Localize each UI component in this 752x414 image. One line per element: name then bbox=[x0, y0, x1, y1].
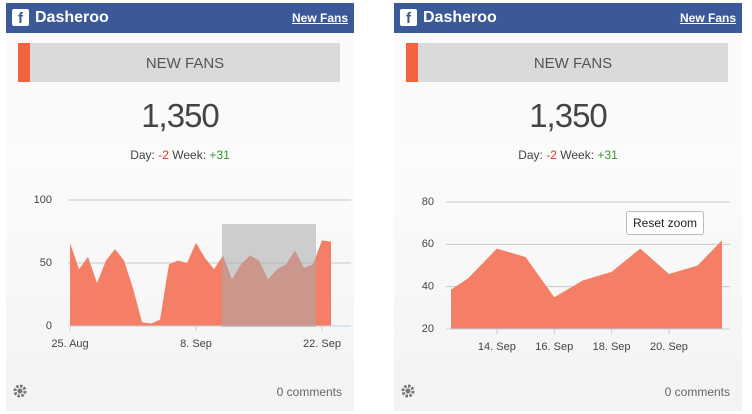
y-tick-label: 20 bbox=[422, 323, 434, 335]
changes: Day: -2 Week: +31 bbox=[394, 148, 742, 162]
link[interactable]: New Fans bbox=[679, 11, 736, 25]
comments[interactable]: 0 comments bbox=[276, 385, 342, 399]
settings[interactable] bbox=[400, 383, 416, 399]
x-tick-label: 16. Sep bbox=[535, 341, 573, 353]
area bbox=[451, 240, 722, 329]
week-label: Week: bbox=[172, 148, 207, 162]
changes: Day: -2 Week: +31 bbox=[6, 148, 354, 162]
y-tick-label: 60 bbox=[422, 238, 434, 250]
x-tick-label: 25. Aug bbox=[51, 338, 88, 350]
brand: Dasheroo bbox=[423, 9, 497, 26]
widget: f Dasheroo New Fans NEW FANS 1,350 Day: -2… bbox=[6, 3, 354, 411]
week-change: +31 bbox=[209, 148, 230, 162]
strip bbox=[18, 43, 30, 82]
title: NEW FANS bbox=[533, 55, 613, 72]
x-tick-label: 8. Sep bbox=[180, 338, 212, 350]
header: f Dasheroo New Fans bbox=[6, 3, 354, 33]
chart: 20 40 60 80 14. Sep 16. Sep 18. Sep 20. Sep bbox=[422, 196, 730, 353]
chart: 0 50 100 25. Aug 8. Sep 22. Sep bbox=[34, 194, 351, 350]
brand: Dasheroo bbox=[35, 9, 109, 26]
fb-icon: f bbox=[12, 9, 29, 27]
y-tick-label: 80 bbox=[422, 196, 434, 208]
day-change: -2 bbox=[158, 148, 169, 162]
y-tick-label: 40 bbox=[422, 281, 434, 293]
week-change: +31 bbox=[597, 148, 618, 162]
x-tick-label: 20. Sep bbox=[650, 341, 688, 353]
title-bar: NEW FANS bbox=[18, 43, 340, 82]
title: NEW FANS bbox=[145, 55, 225, 72]
strip bbox=[406, 43, 418, 82]
header: f Dasheroo New Fans bbox=[394, 3, 742, 33]
y-tick-label: 0 bbox=[46, 320, 52, 332]
reset-zoom[interactable]: Reset zoom bbox=[626, 211, 705, 235]
link[interactable]: New Fans bbox=[291, 11, 348, 25]
week-label: Week: bbox=[560, 148, 595, 162]
title-bar: NEW FANS bbox=[406, 43, 728, 82]
day-label: Day: bbox=[518, 148, 543, 162]
day-label: Day: bbox=[130, 148, 155, 162]
x-tick-label: 22. Sep bbox=[303, 338, 341, 350]
x-tick-label: 18. Sep bbox=[593, 341, 631, 353]
y-tick-label: 50 bbox=[40, 257, 52, 269]
fb-icon: f bbox=[400, 9, 417, 27]
settings[interactable] bbox=[12, 383, 28, 399]
x-tick-label: 14. Sep bbox=[478, 341, 516, 353]
day-change: -2 bbox=[546, 148, 557, 162]
y-tick-label: 100 bbox=[34, 194, 52, 206]
widget: f Dasheroo New Fans NEW FANS 1,350 Day: -2… bbox=[394, 3, 742, 411]
total: 1,350 bbox=[529, 97, 608, 134]
zoom-selection bbox=[222, 224, 316, 327]
comments[interactable]: 0 comments bbox=[664, 385, 730, 399]
total: 1,350 bbox=[141, 97, 220, 134]
